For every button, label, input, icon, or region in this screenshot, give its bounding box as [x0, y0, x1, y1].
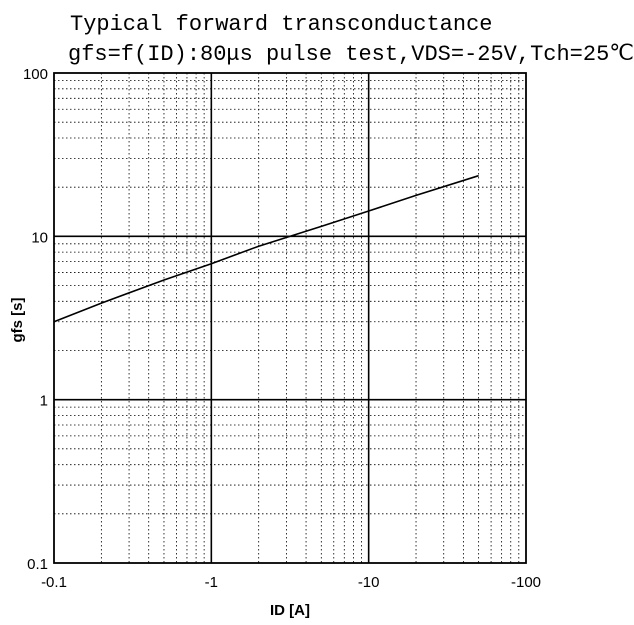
chart-subtitle: gfs=f(ID):80μs pulse test,VDS=-25V,Tch=2…	[68, 42, 634, 67]
x-axis-label: ID [A]	[270, 602, 310, 619]
x-tick-label: -100	[511, 574, 541, 591]
series-line	[53, 174, 479, 323]
x-tick-labels: -0.1 -1 -10 -100	[41, 574, 541, 591]
y-tick-label: 1	[40, 393, 48, 410]
y-axis-label: gfs [s]	[9, 297, 26, 342]
y-tick-label: 100	[23, 66, 48, 83]
y-tick-label: 0.1	[27, 556, 48, 573]
plot-frame	[53, 72, 527, 564]
chart-title: Typical forward transconductance	[70, 12, 492, 37]
grid	[54, 73, 526, 563]
y-tick-label: 10	[31, 229, 48, 246]
x-tick-label: -10	[358, 574, 380, 591]
x-tick-label: -0.1	[41, 574, 67, 591]
x-tick-label: -1	[205, 574, 218, 591]
y-tick-labels: 0.1 1 10 100	[23, 66, 48, 573]
